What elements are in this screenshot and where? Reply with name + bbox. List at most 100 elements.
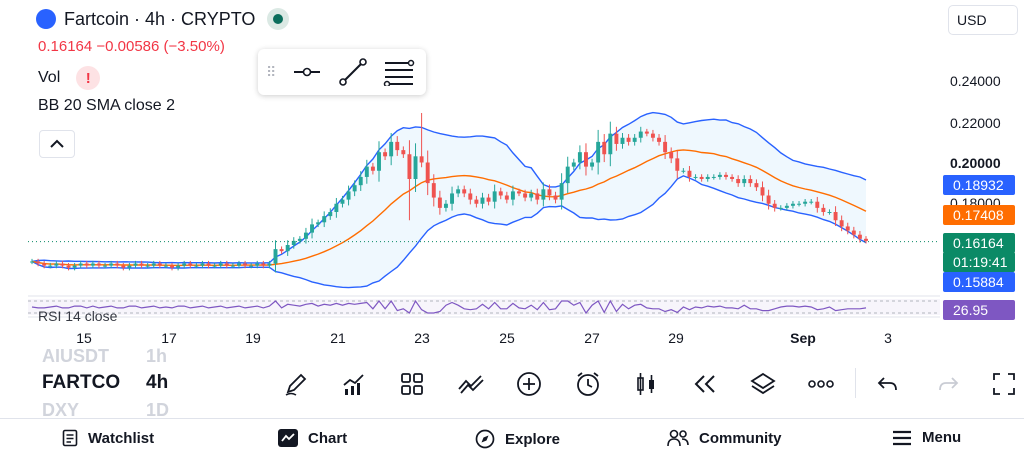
horizontal-line-icon[interactable] (290, 55, 324, 89)
nav-menu[interactable]: Menu (892, 429, 961, 446)
chart-area[interactable]: Fartcoin · 4h · CRYPTO 0.16164 −0.00586 … (0, 0, 1024, 350)
alert-clock-icon[interactable] (574, 370, 602, 398)
nav-community[interactable]: Community (667, 429, 782, 447)
candle-body (748, 179, 753, 184)
candle-body (334, 203, 339, 212)
drag-handle-icon[interactable]: ⠿ (266, 63, 278, 80)
symbol-title: Fartcoin · 4h · CRYPTO (64, 8, 256, 29)
candle-body (681, 170, 686, 172)
next-ticker[interactable]: DXY (42, 400, 80, 420)
symbol-legend[interactable]: Fartcoin · 4h · CRYPTO (36, 8, 290, 30)
candle-body (456, 189, 461, 194)
replay-icon[interactable] (691, 370, 719, 398)
candle-body (845, 226, 850, 231)
candle-body (797, 203, 802, 205)
candle-body (224, 263, 229, 266)
candle-body (425, 162, 430, 184)
candlestick-chart[interactable] (0, 0, 1024, 350)
bottom-nav: Watchlist Chart Explore Community Menu (0, 418, 1024, 461)
warning-icon[interactable]: ! (76, 66, 101, 90)
market-status-icon[interactable] (267, 8, 290, 30)
candle-style-icon[interactable] (632, 370, 660, 398)
candle-body (669, 152, 674, 159)
templates-icon[interactable] (398, 370, 426, 398)
candle-body (437, 197, 442, 208)
candle-body (851, 230, 856, 235)
candle-body (237, 263, 241, 266)
candle-body (705, 176, 710, 179)
candle-body (468, 193, 473, 200)
bb-upper-tag: 0.18932 (943, 175, 1015, 195)
fullscreen-icon[interactable] (990, 370, 1018, 398)
collapse-legend-button[interactable] (39, 130, 75, 158)
candle-body (790, 203, 795, 206)
drawing-toolbar[interactable]: ⠿ (258, 49, 426, 95)
candle-body (267, 263, 272, 266)
candle-body (170, 265, 174, 268)
candle-body (60, 263, 65, 266)
nav-explore[interactable]: Explore (475, 429, 560, 449)
redo-icon[interactable] (934, 370, 962, 398)
candle-body (30, 261, 34, 263)
time-axis-label: 15 (76, 330, 92, 346)
candle-body (48, 265, 53, 267)
draw-pencil-icon[interactable] (282, 370, 310, 398)
parallel-channel-icon[interactable] (382, 55, 416, 89)
nav-watchlist[interactable]: Watchlist (62, 429, 154, 447)
rsi-legend[interactable]: RSI 14 close (38, 308, 118, 324)
candle-body (620, 137, 625, 144)
timeframe-selector[interactable]: 4h (146, 372, 169, 393)
candle-body (188, 263, 193, 266)
candle-body (261, 263, 266, 266)
candle-body (742, 179, 747, 184)
nav-chart[interactable]: Chart (278, 429, 347, 447)
candle-body (510, 191, 515, 200)
watchlist-icon (62, 429, 78, 447)
candle-body (857, 234, 862, 239)
candle-body (559, 183, 564, 200)
compass-icon (475, 429, 495, 449)
candle-body (450, 193, 455, 204)
candle-body (419, 156, 424, 163)
candle-body (103, 265, 108, 267)
candle-body (127, 265, 132, 268)
nav-community-label: Community (699, 429, 782, 447)
candle-body (206, 263, 211, 266)
layers-icon[interactable] (749, 370, 777, 398)
trend-line-icon[interactable] (336, 55, 370, 89)
candle-body (590, 162, 595, 167)
add-icon[interactable] (515, 370, 543, 398)
nav-explore-label: Explore (505, 430, 561, 448)
candle-body (243, 263, 248, 266)
bb-lower-tag: 0.15884 (943, 272, 1015, 292)
time-axis-label: 21 (330, 330, 346, 346)
candle-body (182, 263, 187, 266)
chart-icon (278, 429, 298, 447)
candle-body (78, 263, 83, 266)
currency-selector[interactable]: USD (948, 5, 1018, 35)
symbol-selector[interactable]: FARTCO (42, 372, 121, 393)
prev-timeframe[interactable]: 1h (146, 346, 168, 366)
bb-basis-line (31, 149, 867, 267)
volume-legend[interactable]: Vol ! (38, 66, 101, 90)
candle-body (249, 265, 254, 267)
candle-body (584, 152, 588, 167)
candle-body (157, 263, 162, 266)
candle-body (717, 174, 722, 177)
undo-icon[interactable] (874, 370, 902, 398)
indicator-legend[interactable]: BB 20 SMA close 2 (38, 97, 175, 115)
compare-icon[interactable] (457, 370, 485, 398)
time-axis-label: Sep (790, 330, 816, 346)
next-timeframe[interactable]: 1D (146, 400, 170, 420)
candle-body (699, 176, 704, 179)
time-axis-label: 25 (499, 330, 515, 346)
candle-body (675, 158, 680, 171)
prev-ticker[interactable]: AIUSDT (42, 346, 109, 366)
indicators-icon[interactable] (340, 370, 368, 398)
candle-body (200, 263, 205, 266)
rsi-value-tag: 26.95 (943, 300, 1015, 320)
more-icon[interactable] (807, 370, 835, 398)
price-change: 0.16164 −0.00586 (−3.50%) (38, 38, 225, 55)
candle-body (535, 193, 540, 200)
candle-body (328, 212, 333, 217)
